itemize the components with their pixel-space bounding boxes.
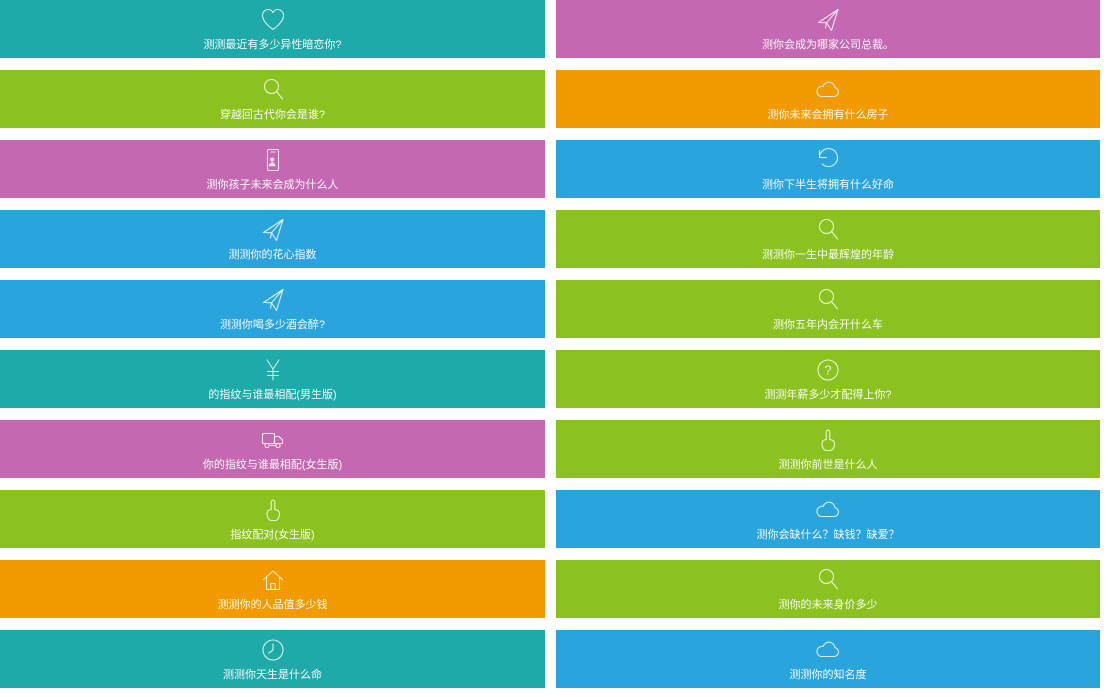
quiz-card[interactable]: 测测你喝多少酒会醉?	[0, 280, 545, 338]
magnifier-icon	[814, 285, 842, 315]
quiz-card-label: 测你孩子未来会成为什么人	[206, 179, 339, 191]
cloud-icon	[814, 75, 842, 105]
magnifier-icon	[814, 565, 842, 595]
quiz-card[interactable]: 测你未来会拥有什么房子	[556, 70, 1100, 128]
quiz-card[interactable]: 测测最近有多少异性暗恋你?	[0, 0, 545, 58]
quiz-card-label: 测测你前世是什么人	[778, 459, 878, 471]
quiz-card-label: 测测你的知名度	[789, 669, 867, 681]
hand-pointer-icon	[259, 495, 287, 525]
quiz-card-grid: 测测最近有多少异性暗恋你? 测你会成为哪家公司总裁。穿越回古代你会是谁? 测你未来会…	[0, 0, 1100, 688]
yen-icon	[259, 355, 287, 385]
quiz-card-label: 测你五年内会开什么车	[773, 319, 883, 331]
quiz-card-label: 测测你一生中最辉煌的年龄	[762, 249, 894, 261]
cloud-icon	[814, 635, 842, 665]
quiz-card-label: 测测你天生是什么命	[223, 669, 322, 681]
quiz-card-label: 测你会缺什么？缺钱？缺爱？	[756, 529, 900, 541]
quiz-card[interactable]: 测你会成为哪家公司总裁。	[556, 0, 1100, 58]
quiz-card[interactable]: ? 测测年薪多少才配得上你?	[556, 350, 1100, 408]
quiz-card[interactable]: 测测你的人品值多少钱	[0, 560, 545, 618]
quiz-card[interactable]: 测你下半生将拥有什么好命	[556, 140, 1100, 198]
heart-icon	[259, 5, 287, 35]
hand-pointer-icon	[814, 425, 842, 455]
paper-plane-icon	[814, 5, 842, 35]
quiz-card-label: 测测年薪多少才配得上你?	[764, 389, 892, 401]
quiz-card-label: 测测你的花心指数	[228, 249, 317, 261]
quiz-card-label: 测测你喝多少酒会醉?	[219, 319, 326, 331]
quiz-card[interactable]: 测测你天生是什么命	[0, 630, 545, 688]
magnifier-icon	[814, 215, 842, 245]
paper-plane-icon	[259, 215, 287, 245]
quiz-card-label: 的指纹与谁最相配(男生版)	[208, 389, 337, 401]
quiz-card[interactable]: 测你会缺什么？缺钱？缺爱？	[556, 490, 1100, 548]
undo-arrow-icon	[814, 145, 842, 175]
quiz-card[interactable]: 测你孩子未来会成为什么人	[0, 140, 545, 198]
quiz-card-label: 测测最近有多少异性暗恋你?	[203, 39, 342, 51]
quiz-card-label: 测你下半生将拥有什么好命	[762, 179, 894, 191]
quiz-card[interactable]: 测测你的花心指数	[0, 210, 545, 268]
quiz-card[interactable]: 测你五年内会开什么车	[556, 280, 1100, 338]
quiz-card-label: 穿越回古代你会是谁?	[219, 109, 326, 121]
svg-text:?: ?	[824, 363, 831, 378]
house-icon	[259, 565, 287, 595]
truck-icon	[259, 425, 287, 455]
question-circle-icon: ?	[814, 355, 842, 385]
quiz-card[interactable]: 测测你的知名度	[556, 630, 1100, 688]
quiz-card[interactable]: 穿越回古代你会是谁?	[0, 70, 545, 128]
magnifier-icon	[259, 75, 287, 105]
quiz-card[interactable]: 的指纹与谁最相配(男生版)	[0, 350, 545, 408]
quiz-card-label: 你的指纹与谁最相配(女生版)	[202, 459, 343, 471]
quiz-card-label: 测你会成为哪家公司总裁。	[762, 39, 894, 51]
paper-plane-icon	[259, 285, 287, 315]
quiz-card[interactable]: 你的指纹与谁最相配(女生版)	[0, 420, 545, 478]
quiz-card[interactable]: 测你的未来身价多少	[556, 560, 1100, 618]
quiz-card[interactable]: 测测你前世是什么人	[556, 420, 1100, 478]
quiz-card-label: 测你未来会拥有什么房子	[767, 109, 889, 121]
quiz-card-label: 测测你的人品值多少钱	[217, 599, 328, 611]
cloud-icon	[814, 495, 842, 525]
quiz-card-label: 测你的未来身价多少	[778, 599, 878, 611]
quiz-card-label: 指纹配对(女生版)	[230, 529, 315, 541]
clock-icon	[259, 635, 287, 665]
contact-card-icon	[259, 145, 287, 175]
quiz-card[interactable]: 指纹配对(女生版)	[0, 490, 545, 548]
quiz-card[interactable]: 测测你一生中最辉煌的年龄	[556, 210, 1100, 268]
